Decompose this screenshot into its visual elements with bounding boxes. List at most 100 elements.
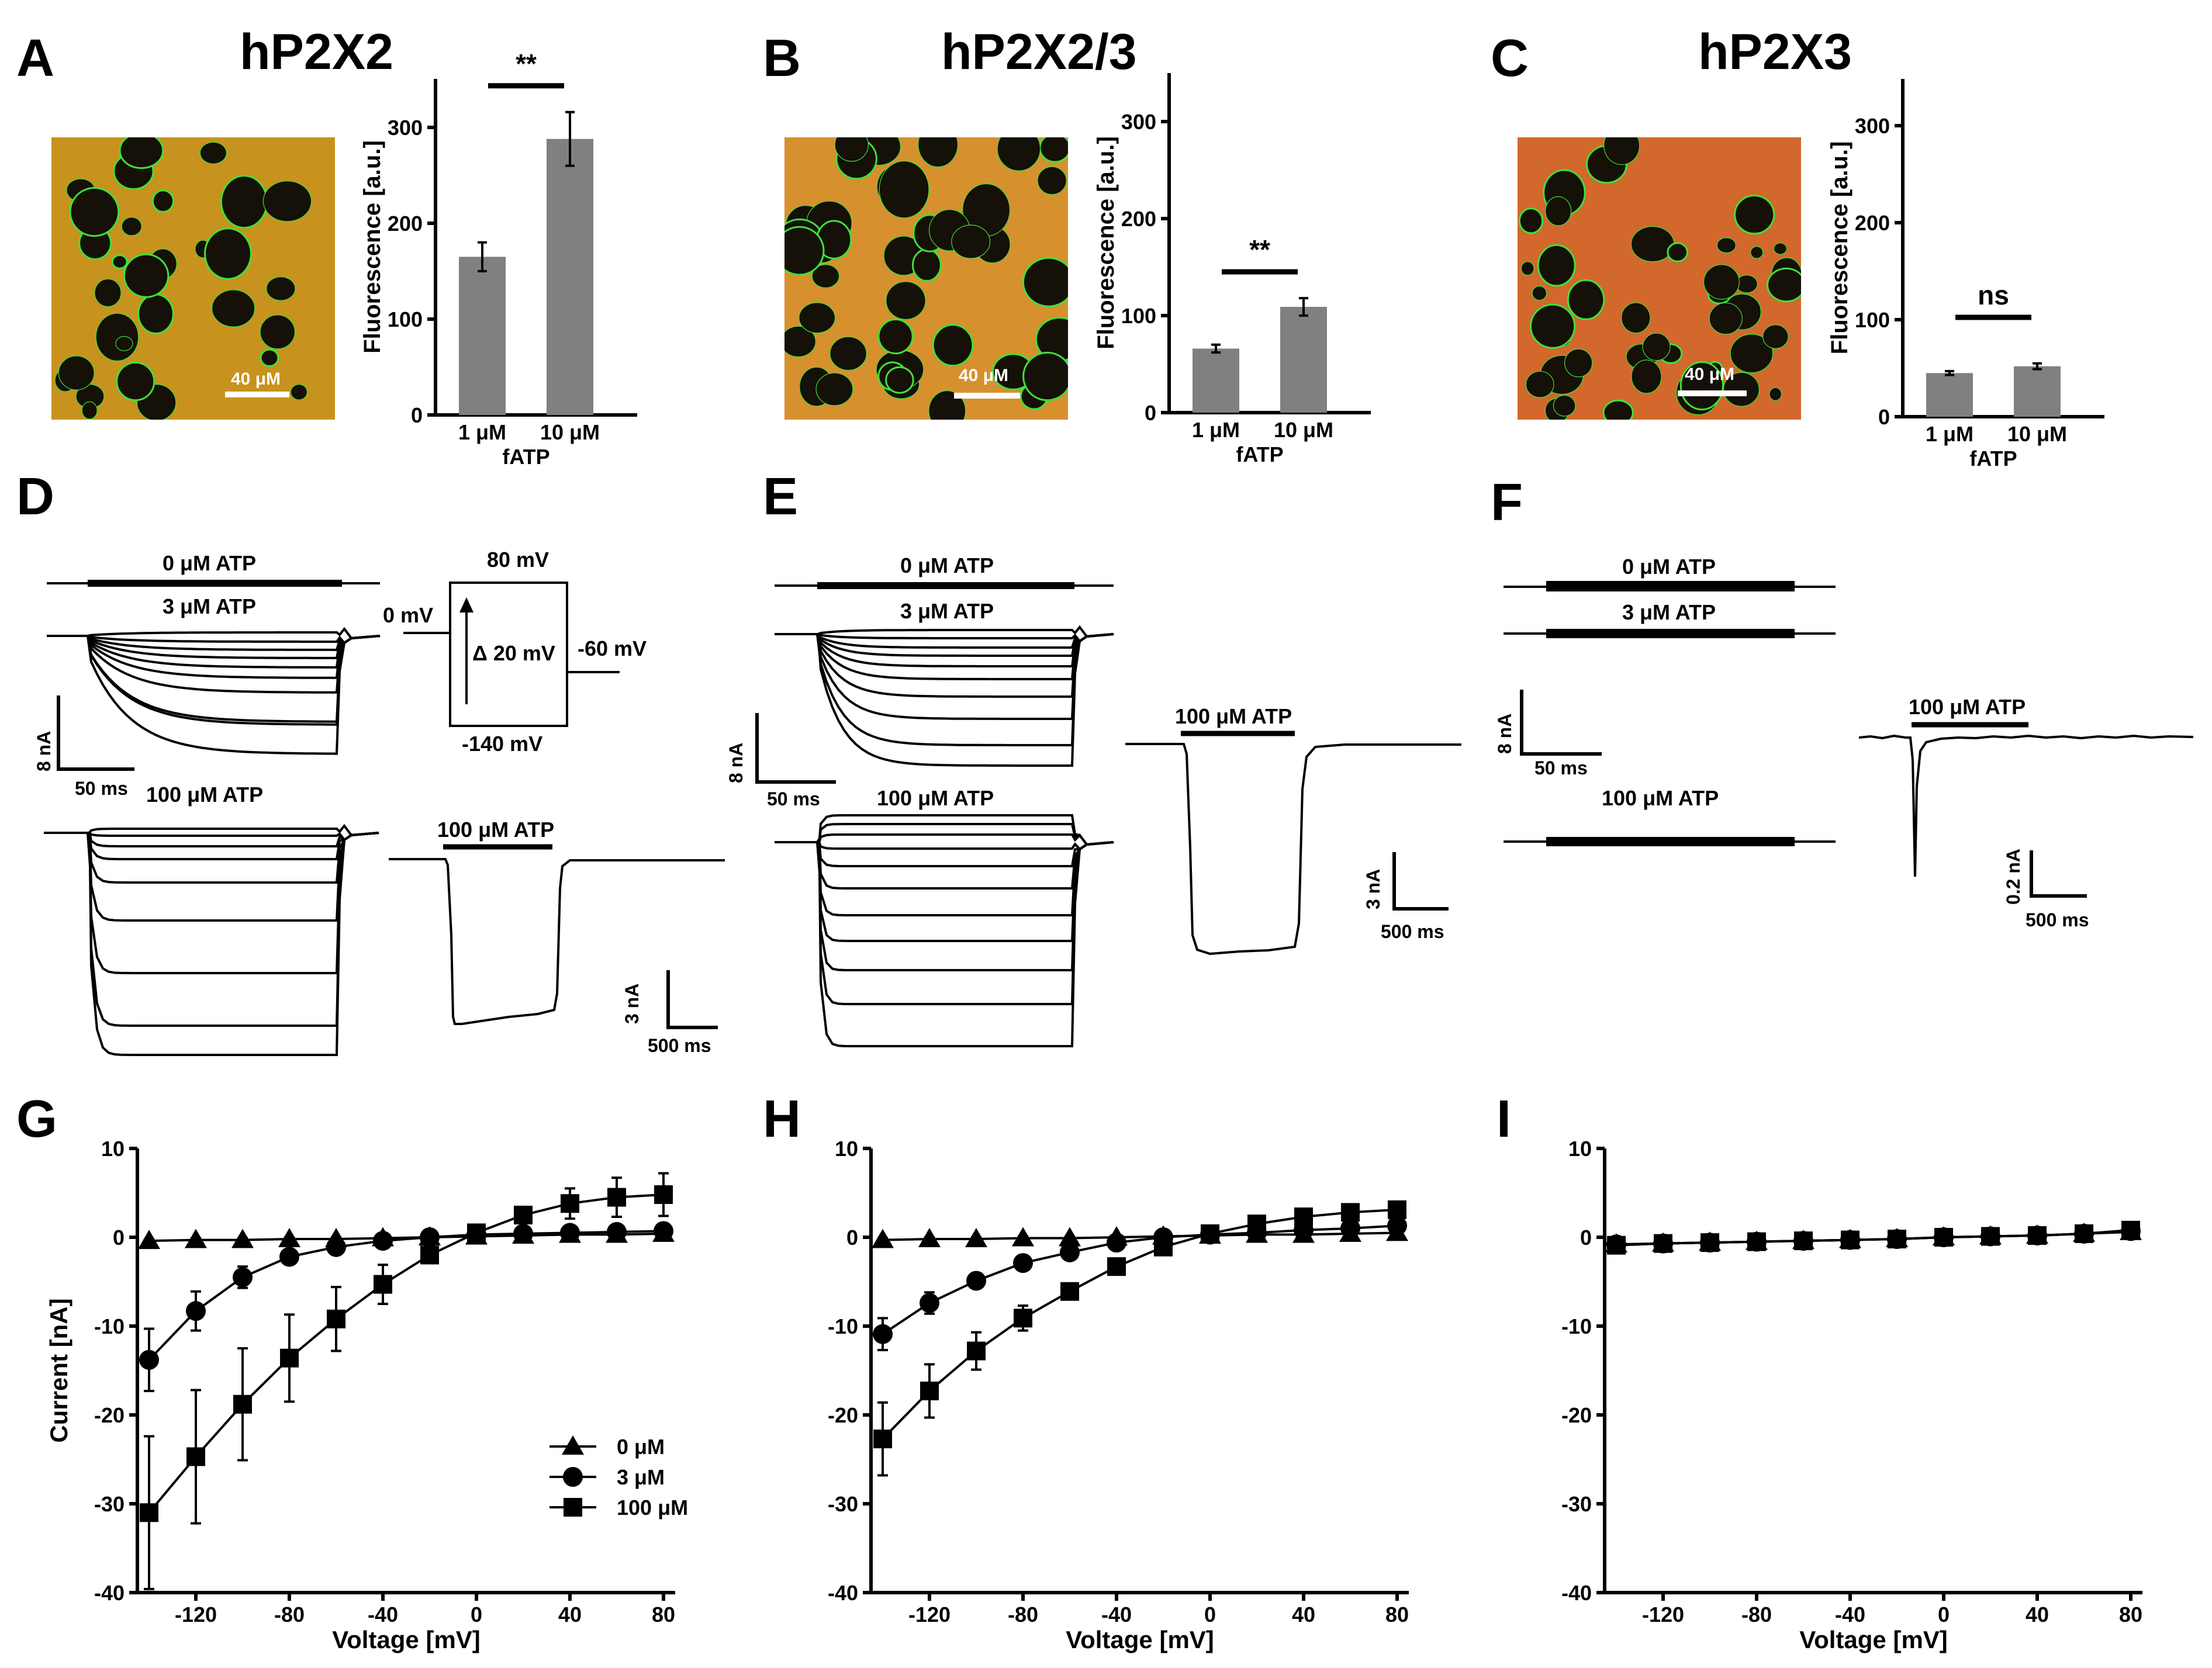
x-tick-label: 0 xyxy=(1938,1603,1950,1627)
current-sweep xyxy=(816,814,1114,846)
data-point-circle xyxy=(563,1467,583,1487)
current-sweep xyxy=(816,633,1114,698)
current-sweep xyxy=(87,627,381,640)
data-point-square xyxy=(1981,1227,2000,1246)
data-point-square xyxy=(327,1309,345,1328)
x-tick-label: -120 xyxy=(175,1603,217,1627)
trace-label-d-100: 100 μM ATP xyxy=(146,783,263,807)
trace-label-f-100-long: 100 μM ATP xyxy=(1909,695,2026,719)
cell xyxy=(1545,196,1572,226)
cell xyxy=(799,302,836,334)
current-sweep xyxy=(87,832,379,1027)
data-point-square xyxy=(514,1206,533,1224)
y-axis-label: Fluorescence [a.u.] xyxy=(360,140,385,354)
cell xyxy=(1716,237,1736,254)
data-point-circle xyxy=(1060,1242,1080,1262)
x-tick-label: 0 xyxy=(471,1603,482,1627)
x-tick-label: 80 xyxy=(1385,1603,1409,1627)
scale-label-f-slow-x: 500 ms xyxy=(2026,909,2089,930)
trace-label-f-0: 0 μM ATP xyxy=(1622,555,1716,579)
scale-bar-d-fast xyxy=(57,695,134,771)
legend-label: 100 μM xyxy=(617,1496,688,1520)
series-line xyxy=(882,1208,1398,1440)
cell xyxy=(1037,166,1067,195)
trace-label-e-0: 0 μM ATP xyxy=(900,553,994,577)
data-point-square xyxy=(1247,1214,1266,1234)
cell xyxy=(204,227,252,280)
data-point-square xyxy=(140,1503,158,1522)
current-sweep xyxy=(816,841,1114,1047)
x-tick-label: 1 μM xyxy=(458,420,506,444)
cell xyxy=(69,187,120,237)
cell xyxy=(220,175,268,229)
current-sweep xyxy=(816,841,1114,867)
cell xyxy=(1734,195,1775,235)
x-tick-label: -80 xyxy=(1741,1603,1772,1627)
data-point-square xyxy=(607,1188,626,1207)
current-sweep xyxy=(87,635,381,694)
panel-letter-e: E xyxy=(763,468,798,526)
x-tick-label: -40 xyxy=(1101,1603,1132,1627)
current-sweep xyxy=(816,633,1114,746)
y-tick-label: -20 xyxy=(828,1403,858,1427)
series-line xyxy=(148,1193,664,1514)
y-tick-label: 300 xyxy=(388,116,423,140)
data-point-circle xyxy=(139,1349,159,1370)
trace-family-d-100uM xyxy=(44,823,379,1056)
x-tick-label: 80 xyxy=(2119,1603,2142,1627)
y-tick-label: 100 xyxy=(1855,308,1890,332)
data-point-square xyxy=(1060,1282,1079,1301)
y-tick-label: -10 xyxy=(94,1314,125,1338)
x-tick-label: 1 μM xyxy=(1926,422,1973,446)
data-point-square xyxy=(1014,1309,1032,1328)
y-tick-label: -20 xyxy=(1561,1403,1592,1427)
cell xyxy=(1621,302,1651,334)
panel-letter-g: G xyxy=(16,1090,57,1148)
series-line xyxy=(882,1224,1398,1335)
cell xyxy=(111,254,128,269)
cell xyxy=(1773,243,1788,255)
cell xyxy=(94,278,122,307)
protocol-holding-lines xyxy=(403,632,620,673)
data-point-square xyxy=(2075,1224,2093,1243)
error-bar xyxy=(2033,362,2042,371)
bar xyxy=(1193,348,1239,413)
current-sweep xyxy=(87,635,381,652)
data-point-circle xyxy=(654,1221,673,1241)
significance-label: ns xyxy=(1978,280,2009,310)
trace-family-e-3uM xyxy=(775,625,1114,767)
cell xyxy=(262,181,312,222)
x-axis-label: Voltage [mV] xyxy=(1066,1626,1214,1653)
cell xyxy=(877,319,914,355)
trace-label-f-100: 100 μM ATP xyxy=(1602,786,1719,810)
scale-label-c: 40 μM xyxy=(1685,365,1734,384)
cell xyxy=(58,355,95,390)
current-sweep xyxy=(87,635,381,645)
data-point-circle xyxy=(560,1223,580,1243)
panel-letter-i: I xyxy=(1496,1090,1511,1148)
data-point-square xyxy=(1341,1203,1360,1222)
panel-letter-d: D xyxy=(16,468,54,526)
data-point-square xyxy=(420,1245,439,1265)
scale-label-f-slow-y: 0.2 nA xyxy=(2003,849,2024,905)
series-triangle xyxy=(872,1221,1408,1248)
scale-label-f-fast-y: 8 nA xyxy=(1494,714,1515,754)
panel-letter-b: B xyxy=(763,29,801,88)
current-sweep xyxy=(816,633,1114,649)
data-point-square xyxy=(374,1275,392,1294)
data-point-circle xyxy=(920,1293,939,1313)
x-tick-label: 80 xyxy=(652,1603,675,1627)
y-tick-label: 10 xyxy=(835,1137,858,1161)
error-bar xyxy=(478,241,487,272)
x-axis-label: fATP xyxy=(1236,442,1283,466)
micrograph-c-cells xyxy=(1518,137,1801,420)
x-tick-label: 40 xyxy=(558,1603,582,1627)
protocol-label-step: Δ 20 mV xyxy=(472,641,555,665)
current-sweep xyxy=(87,635,381,679)
x-tick-label: 40 xyxy=(1292,1603,1315,1627)
y-tick-label: 0 xyxy=(1878,405,1890,429)
cell xyxy=(1631,359,1662,394)
significance-label: ** xyxy=(1249,234,1270,265)
cell xyxy=(1525,371,1554,398)
cell xyxy=(1567,279,1605,320)
